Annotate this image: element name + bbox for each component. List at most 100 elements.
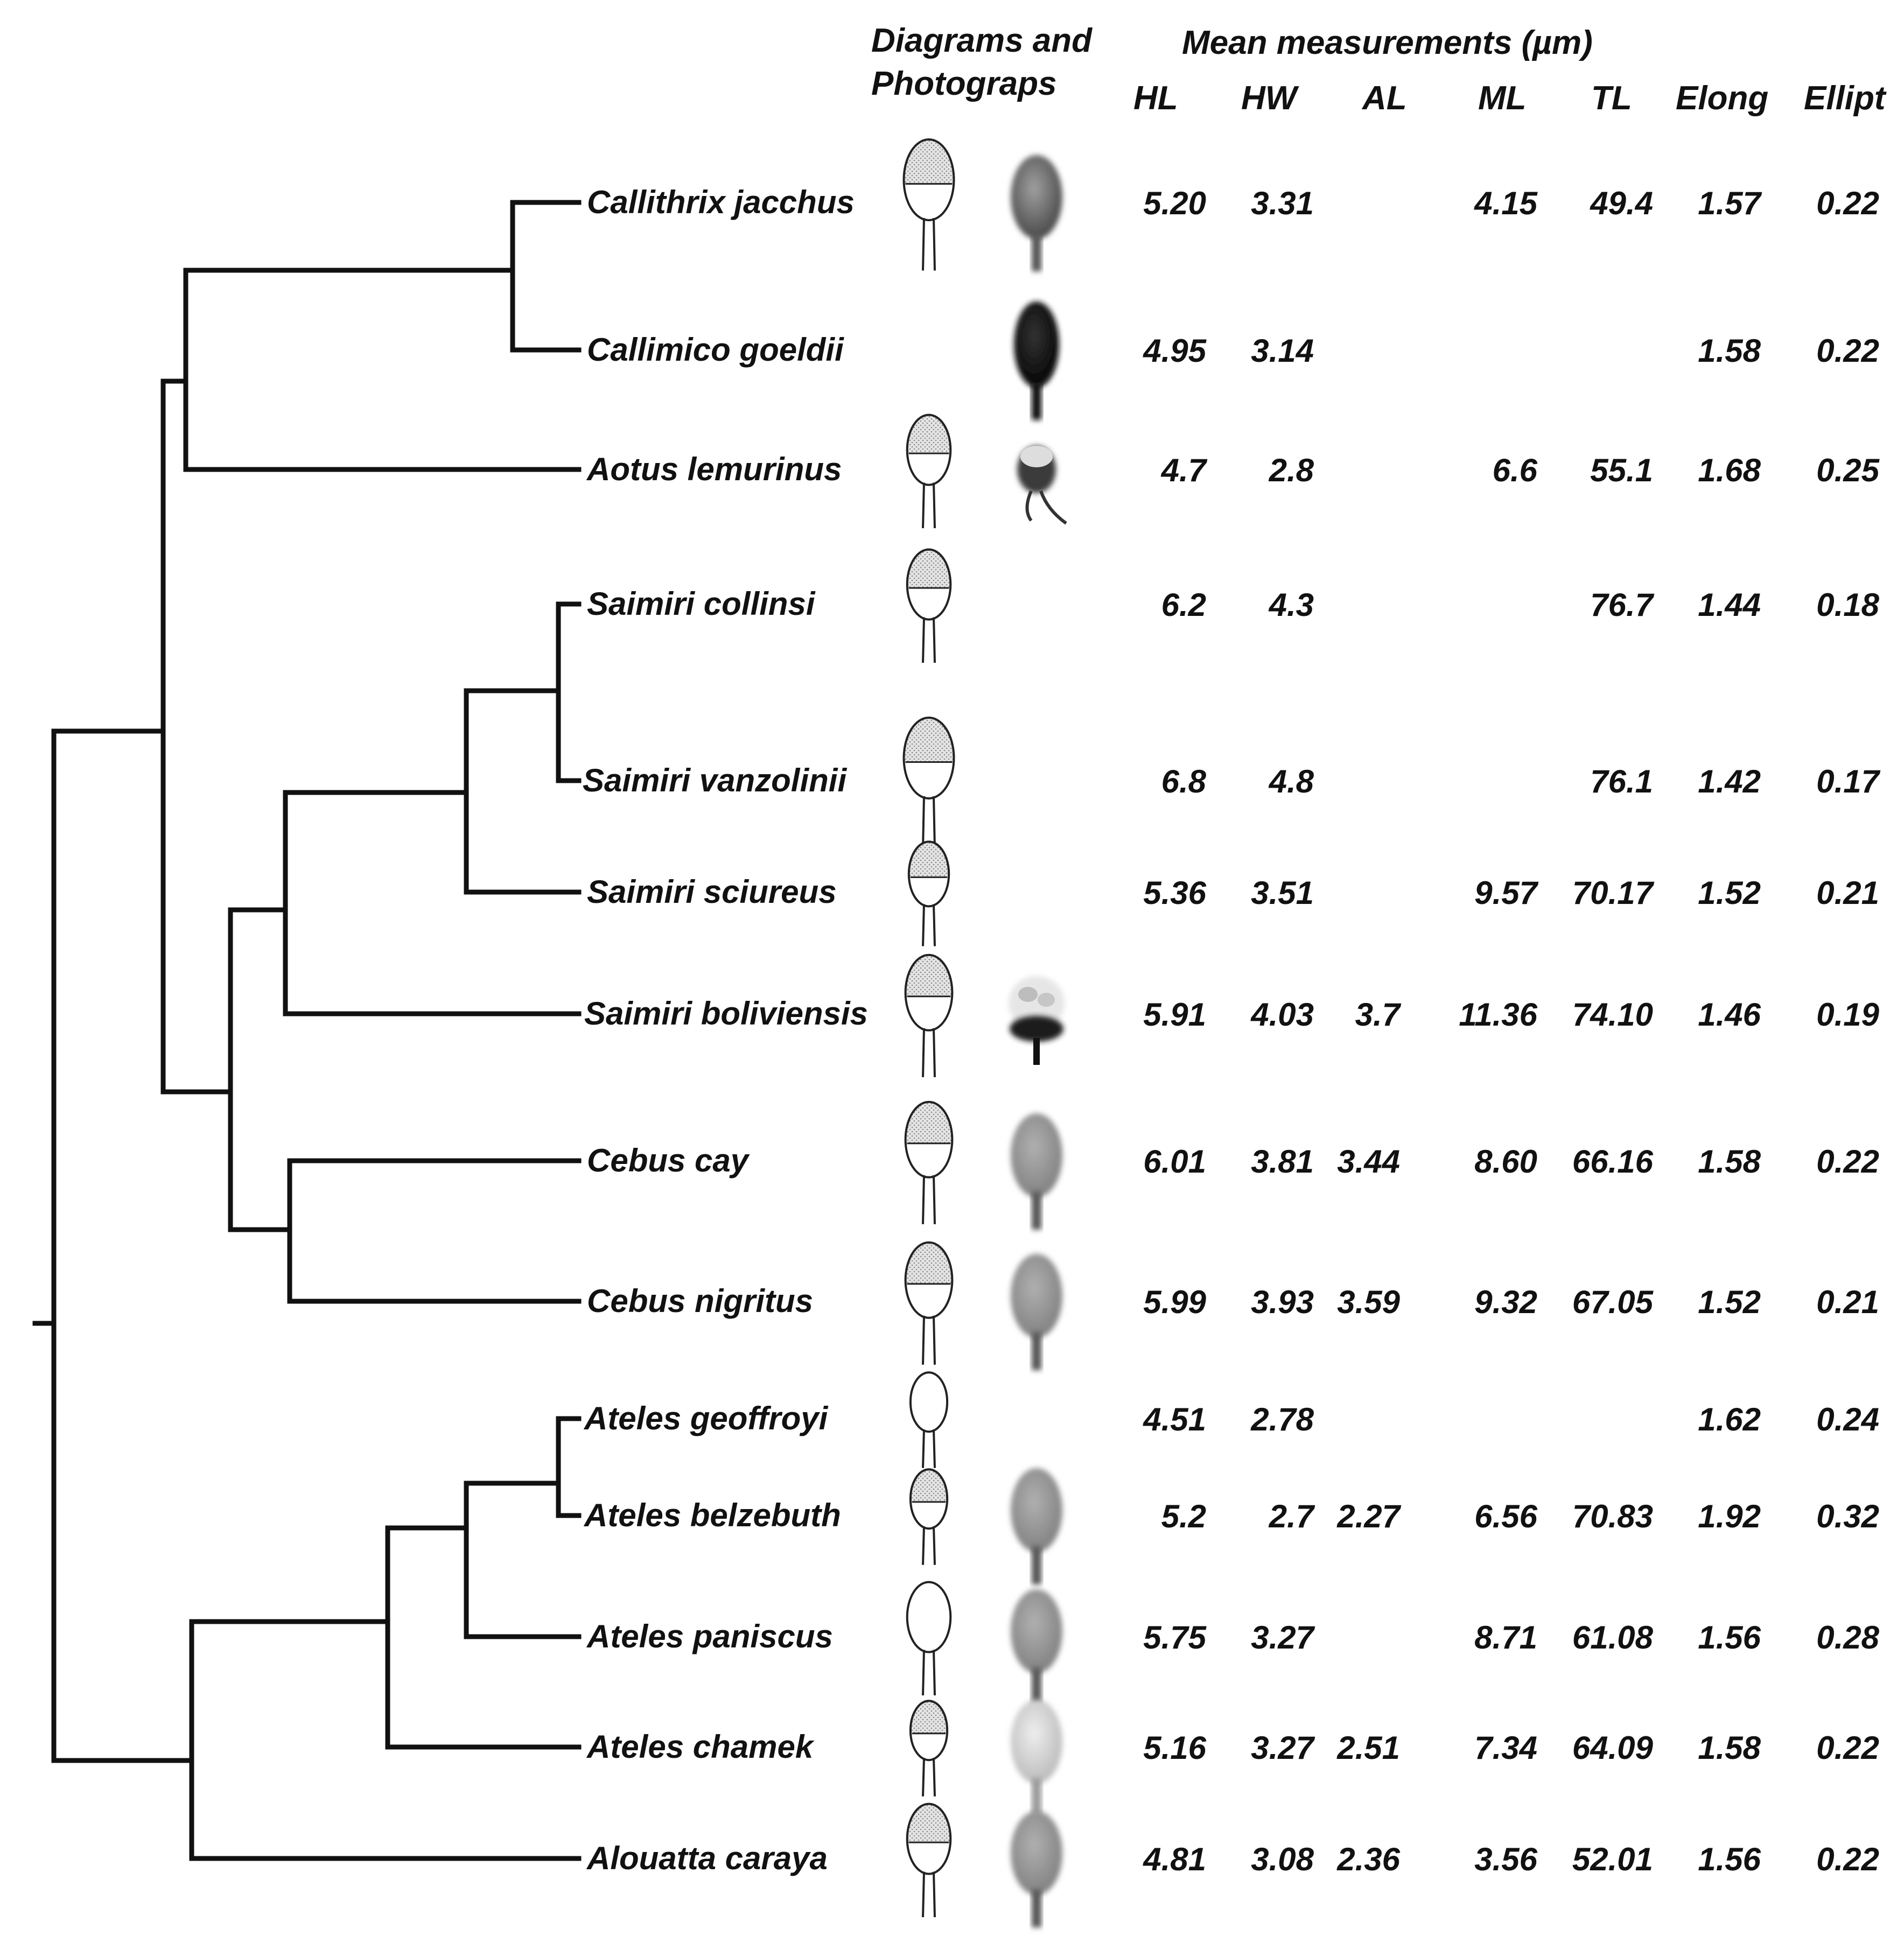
measurement-ml: 6.56: [1474, 1498, 1537, 1534]
species-row: Saimiri boliviensis 5.91 4.03 3.7 11.36 74.10…: [584, 995, 1880, 1033]
measurement-hl: 5.99: [1143, 1284, 1206, 1320]
col-header-ml: ML: [1478, 80, 1527, 117]
sperm-diagram-icon: [902, 138, 955, 271]
measurement-elong: 1.58: [1698, 1730, 1761, 1766]
measurement-al: 3.7: [1355, 997, 1402, 1033]
measurement-hw: 4.3: [1269, 587, 1314, 623]
species-name: Saimiri collinsi: [587, 586, 816, 622]
measurement-hl: 5.36: [1143, 875, 1206, 911]
species-row: Aotus lemurinus 4.7 2.8 6.6 55.1 1.68 0.25: [586, 451, 1880, 488]
species-name: Callithrix jacchus: [587, 184, 855, 220]
species-name: Saimiri vanzolinii: [583, 762, 847, 798]
measurement-tl: 67.05: [1572, 1284, 1654, 1320]
measurement-ellipt: 0.22: [1816, 1144, 1879, 1180]
measurement-ml: 6.6: [1493, 452, 1538, 488]
sperm-diagram-icon: [909, 1371, 949, 1468]
sperm-photo-icon: [1011, 1811, 1062, 1927]
measurement-ml: 11.36: [1459, 997, 1537, 1033]
measurement-hl: 4.95: [1143, 333, 1207, 369]
sperm-photo-icon: [1011, 1254, 1062, 1370]
diagrams-header-line1: Diagrams and: [871, 22, 1093, 59]
measurement-hw: 3.81: [1251, 1144, 1314, 1180]
sperm-photo-icon: [1011, 1113, 1062, 1230]
measurement-hw: 3.27: [1251, 1730, 1315, 1766]
species-row: Cebus nigritus 5.99 3.93 3.59 9.32 67.05 1.52 0…: [587, 1283, 1879, 1320]
measurement-ellipt: 0.18: [1816, 587, 1879, 623]
measurement-hw: 3.27: [1251, 1619, 1315, 1656]
measurement-hw: 3.14: [1251, 333, 1314, 369]
measurement-al: 3.44: [1337, 1144, 1400, 1180]
measurement-hw: 3.51: [1251, 875, 1314, 911]
measurement-ellipt: 0.22: [1816, 185, 1879, 221]
sperm-diagram-icon: [904, 1241, 954, 1365]
diagrams-header-line2: Photograps: [871, 65, 1056, 102]
species-name: Cebus nigritus: [587, 1283, 813, 1319]
species-row: Cebus cay 6.01 3.81 3.44 8.60 66.16 1.58 0.22: [587, 1142, 1879, 1180]
measurement-tl: 55.1: [1590, 452, 1653, 488]
measurement-hl: 5.75: [1143, 1619, 1207, 1656]
measurement-ml: 9.57: [1474, 875, 1538, 911]
measurement-elong: 1.68: [1698, 452, 1761, 488]
measurement-tl: 70.17: [1572, 875, 1655, 911]
measurement-al: 3.59: [1337, 1284, 1400, 1320]
species-row: Ateles geoffroyi 4.51 2.78 1.62 0.24: [583, 1400, 1879, 1437]
measurement-elong: 1.56: [1698, 1841, 1761, 1877]
measurement-hw: 2.78: [1250, 1401, 1314, 1437]
species-name: Ateles geoffroyi: [583, 1400, 829, 1436]
measurement-hl: 6.2: [1161, 587, 1206, 623]
species-row: Saimiri sciureus 5.36 3.51 9.57 70.17 1.52 0.2…: [587, 874, 1879, 911]
measurement-hw: 3.93: [1251, 1284, 1314, 1320]
measurement-hl: 5.20: [1143, 185, 1206, 221]
measurement-ellipt: 0.19: [1816, 997, 1879, 1033]
species-row: Ateles belzebuth 5.2 2.7 2.27 6.56 70.83 1.92 0…: [583, 1497, 1879, 1534]
measurement-hl: 4.51: [1143, 1401, 1206, 1437]
measurement-al: 2.36: [1336, 1841, 1400, 1877]
measurement-ellipt: 0.24: [1816, 1401, 1879, 1437]
measurement-ml: 4.15: [1474, 185, 1538, 221]
species-rows: Callithrix jacchus 5.20 3.31 4.15 49.4 1.57 0.…: [583, 184, 1881, 1877]
measurement-tl: 76.1: [1590, 763, 1653, 799]
sperm-diagram-icon: [909, 1700, 949, 1797]
measurement-hw: 3.08: [1251, 1841, 1314, 1877]
measurement-ml: 9.32: [1474, 1284, 1537, 1320]
measurement-elong: 1.62: [1698, 1401, 1761, 1437]
measurement-hl: 5.16: [1143, 1730, 1206, 1766]
measurement-tl: 61.08: [1572, 1619, 1654, 1656]
sperm-diagram-icon: [907, 840, 950, 946]
measurement-tl: 66.16: [1572, 1144, 1654, 1180]
measurement-hl: 6.8: [1161, 763, 1207, 799]
species-row: Alouatta caraya 4.81 3.08 2.36 3.56 52.01 1.56…: [586, 1840, 1879, 1877]
measurement-ml: 3.56: [1474, 1841, 1537, 1877]
species-row: Callithrix jacchus 5.20 3.31 4.15 49.4 1.57 0.…: [587, 184, 1879, 221]
species-name: Cebus cay: [587, 1142, 750, 1179]
sperm-diagram-icon: [904, 953, 954, 1077]
measurement-elong: 1.57: [1698, 185, 1762, 221]
measurement-elong: 1.44: [1698, 587, 1761, 623]
measurement-tl: 64.09: [1572, 1730, 1654, 1766]
measurement-elong: 1.58: [1698, 333, 1761, 369]
measurement-ellipt: 0.21: [1816, 875, 1879, 911]
measurement-elong: 1.42: [1698, 763, 1761, 799]
sperm-diagram-icon: [906, 1581, 952, 1696]
measurement-ellipt: 0.28: [1816, 1619, 1879, 1656]
sperm-photo-icon: [1011, 1468, 1062, 1584]
col-header-tl: TL: [1591, 80, 1632, 117]
species-row: Callimico goeldii 4.95 3.14 1.58 0.22: [587, 332, 1879, 369]
measurement-tl: 76.7: [1590, 587, 1654, 623]
measurement-ellipt: 0.17: [1816, 763, 1880, 799]
sperm-photo-icon: [1011, 155, 1062, 271]
species-row: Ateles paniscus 5.75 3.27 8.71 61.08 1.56 0.28: [586, 1618, 1880, 1656]
measurement-elong: 1.52: [1698, 875, 1761, 911]
sperm-diagram-icon: [906, 413, 952, 529]
measurement-al: 2.51: [1336, 1730, 1400, 1766]
measurement-hl: 4.81: [1143, 1841, 1206, 1877]
species-name: Saimiri sciureus: [587, 874, 837, 910]
measurement-hl: 5.2: [1161, 1498, 1206, 1534]
sperm-diagram-icon: [902, 717, 955, 849]
measurement-ml: 8.71: [1474, 1619, 1537, 1656]
sperm-photo-icon: [1017, 446, 1067, 525]
sperm-illustrations: [902, 138, 1067, 1927]
measurement-elong: 1.52: [1698, 1284, 1761, 1320]
measurement-hw: 2.7: [1269, 1498, 1315, 1534]
col-header-elong: Elong: [1676, 80, 1768, 117]
